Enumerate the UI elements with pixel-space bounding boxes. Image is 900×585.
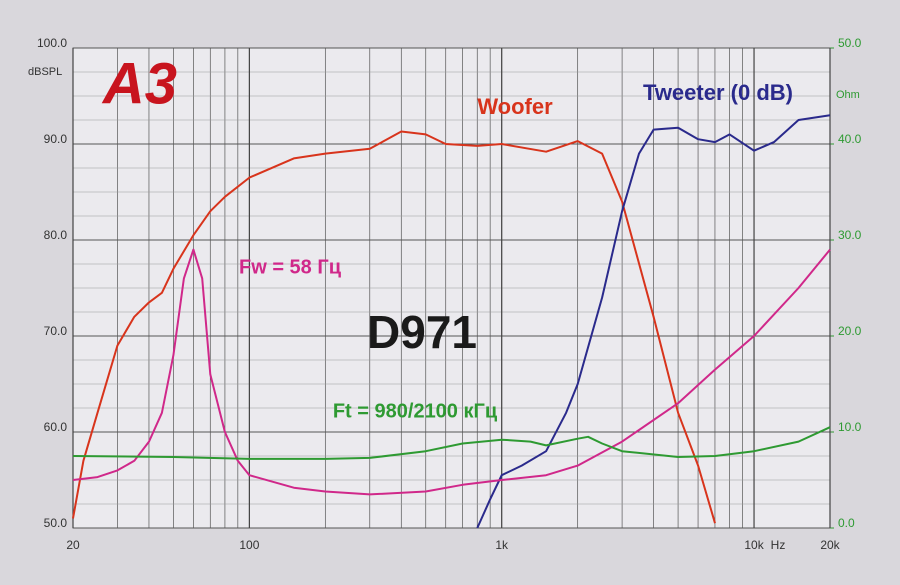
y-axis-label: dBSPL xyxy=(28,66,62,78)
y2-tick-label: 50.0 xyxy=(838,36,862,50)
y-tick-label: 50.0 xyxy=(44,516,68,530)
annotation: Fw = 58 Гц xyxy=(239,256,342,278)
y2-tick-label: 30.0 xyxy=(838,228,862,242)
annotation: Tweeter (0 dB) xyxy=(643,80,793,105)
annotation: Ft = 980/2100 кГц xyxy=(333,400,498,422)
x-axis-label: Hz xyxy=(771,538,786,552)
logo: A3 xyxy=(101,51,177,116)
series-line xyxy=(72,130,716,524)
x-tick-label: 1k xyxy=(495,538,509,552)
y2-tick-label: 0.0 xyxy=(838,516,855,530)
lines xyxy=(72,114,831,529)
y-tick-label: 100.0 xyxy=(37,36,67,50)
y-tick-label: 80.0 xyxy=(44,228,68,242)
annotation: Woofer xyxy=(477,94,553,119)
chart-title: D971 xyxy=(367,306,477,358)
x-tick-label: 10k xyxy=(744,538,764,552)
series-line xyxy=(476,114,831,529)
y-tick-label: 90.0 xyxy=(44,132,68,146)
x-tick-label: 20k xyxy=(820,538,840,552)
grid xyxy=(72,47,834,529)
y2-tick-label: 20.0 xyxy=(838,324,862,338)
y2-axis-label: Ohm xyxy=(836,89,860,101)
series-line xyxy=(72,248,831,496)
y2-tick-label: 40.0 xyxy=(838,132,862,146)
series-line xyxy=(72,426,831,460)
y-tick-label: 60.0 xyxy=(44,420,68,434)
x-tick-label: 100 xyxy=(239,538,259,552)
y2-tick-label: 10.0 xyxy=(838,420,862,434)
x-tick-label: 20 xyxy=(66,538,80,552)
y-tick-label: 70.0 xyxy=(44,324,68,338)
